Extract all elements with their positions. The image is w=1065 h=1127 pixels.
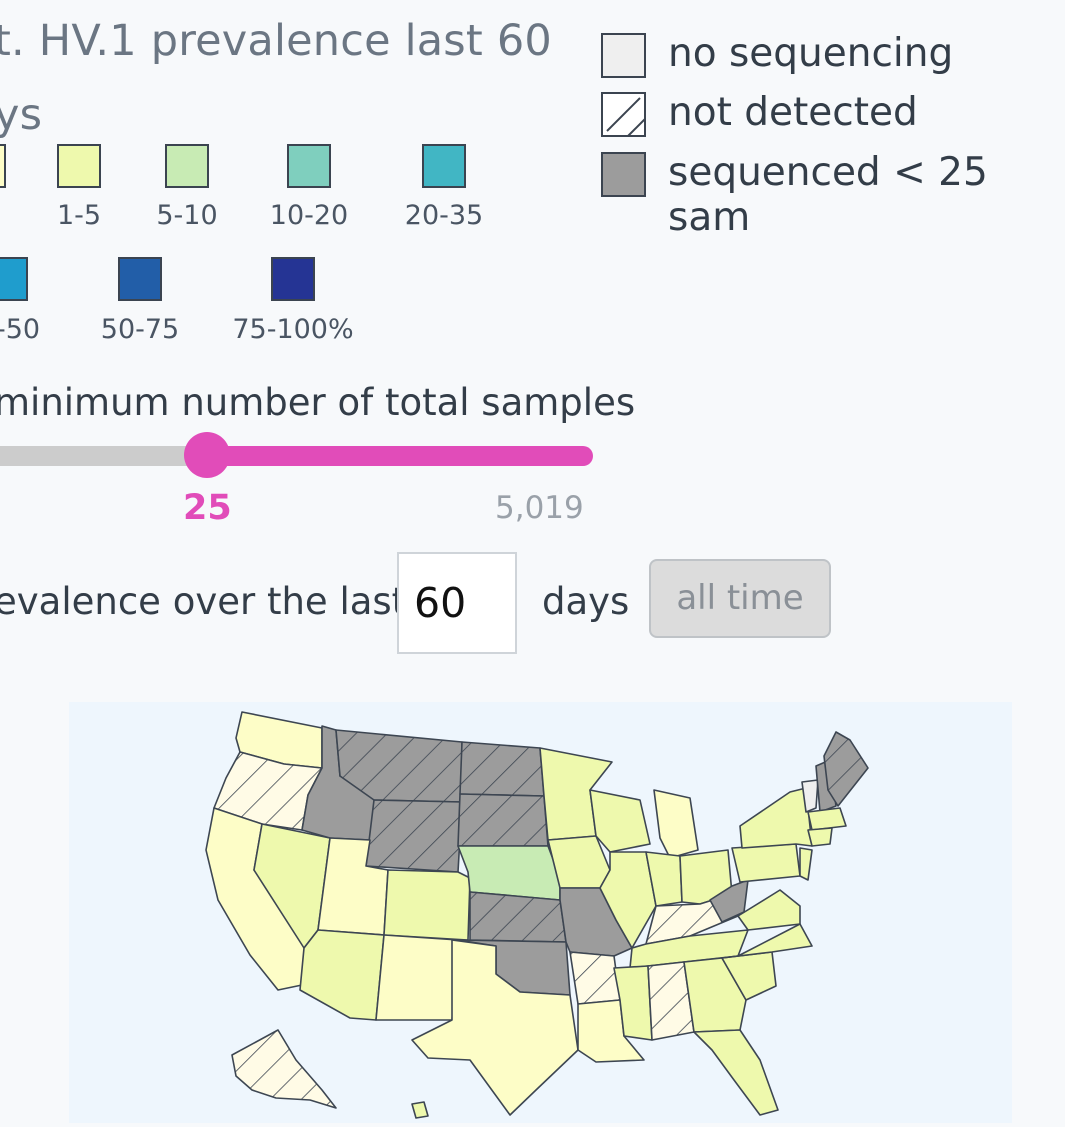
- us-prevalence-map: [69, 702, 1012, 1123]
- state-nj[interactable]: [799, 847, 813, 881]
- chart-title-line1: t. HV.1 prevalence last 60: [0, 16, 552, 66]
- legend-swatch-75-100: [271, 257, 315, 301]
- no-sequencing-label: no sequencing: [668, 31, 954, 76]
- state-ar-hatch: [570, 952, 620, 1004]
- slider-max-value: 5,019: [495, 490, 584, 526]
- state-nc[interactable]: [721, 923, 813, 959]
- legend-swatch-10-20: [287, 144, 331, 188]
- state-or-hatch: [214, 752, 322, 830]
- us-map-svg: [205, 711, 869, 1119]
- state-pa[interactable]: [731, 843, 801, 883]
- min-samples-slider-title: minimum number of total samples: [0, 381, 636, 424]
- legend-swatch-1-5: [57, 144, 101, 188]
- slider-track-active[interactable]: [207, 446, 593, 466]
- slider-current-value: 25: [183, 488, 232, 528]
- state-nm[interactable]: [375, 934, 459, 1021]
- legend-label-10-20: 10-20: [269, 200, 349, 231]
- state-wi[interactable]: [589, 789, 651, 853]
- state-ct[interactable]: [807, 827, 833, 847]
- state-wy-hatch: [366, 800, 462, 872]
- state-ga[interactable]: [683, 957, 747, 1033]
- state-mt-hatch: [336, 730, 462, 802]
- legend-swatch-20-35: [422, 144, 466, 188]
- state-wv[interactable]: [709, 879, 749, 923]
- days-filter-suffix: days: [542, 580, 630, 623]
- legend-label-35-50: -50: [0, 314, 41, 345]
- state-ms[interactable]: [613, 965, 653, 1041]
- slider-track-inactive[interactable]: [0, 446, 212, 466]
- state-ma[interactable]: [807, 807, 847, 831]
- legend-label-5-10: 5-10: [156, 200, 218, 231]
- state-fl[interactable]: [693, 1029, 779, 1116]
- state-az[interactable]: [299, 929, 385, 1021]
- no-sequencing-swatch: [601, 33, 646, 78]
- legend-label-50-75: 50-75: [100, 314, 180, 345]
- state-al-hatch: [648, 962, 694, 1040]
- legend-swatch-50-75: [118, 257, 162, 301]
- state-vt[interactable]: [801, 779, 819, 813]
- all-time-button[interactable]: all time: [649, 559, 831, 638]
- legend-swatch-35-50: [0, 257, 28, 301]
- slider-thumb[interactable]: [184, 432, 230, 478]
- state-va[interactable]: [737, 889, 801, 931]
- not-detected-label: not detected: [668, 90, 918, 135]
- legend-swatch-5-10: [165, 144, 209, 188]
- state-sd-hatch: [458, 794, 548, 846]
- state-hi[interactable]: [411, 1101, 429, 1119]
- days-filter-prefix: evalence over the last: [0, 580, 407, 623]
- legend-swatch-under-1: [0, 144, 6, 188]
- state-ia[interactable]: [547, 835, 611, 889]
- state-me-hatch: [824, 732, 868, 806]
- state-ks-hatch: [470, 892, 566, 942]
- state-nd-hatch: [460, 742, 544, 796]
- days-input[interactable]: 60: [397, 552, 517, 654]
- state-mi[interactable]: [653, 789, 699, 859]
- legend-label-20-35: 20-35: [404, 200, 484, 231]
- not-detected-swatch: [601, 92, 646, 137]
- legend-label-75-100: 75-100%: [232, 314, 354, 345]
- state-co[interactable]: [383, 869, 471, 941]
- legend-label-1-5: 1-5: [56, 200, 102, 231]
- low-samples-label: sequenced < 25 sam: [668, 150, 988, 240]
- state-ak-hatch: [232, 1030, 336, 1108]
- state-tx[interactable]: [411, 939, 579, 1116]
- state-ny[interactable]: [739, 787, 813, 849]
- low-samples-swatch: [601, 152, 646, 197]
- chart-title-line2: ys: [0, 90, 43, 140]
